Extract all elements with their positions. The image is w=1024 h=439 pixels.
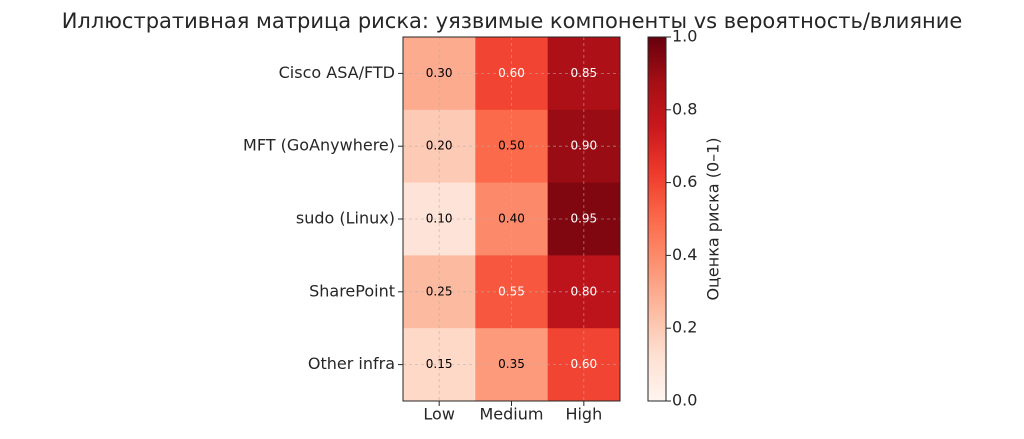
- cell-label: 0.15: [426, 357, 453, 371]
- cell-label: 0.35: [498, 357, 525, 371]
- cell-label: 0.50: [498, 139, 525, 153]
- x-tick-label: Medium: [480, 405, 544, 424]
- colorbar-tick-label: 0.2: [672, 318, 697, 337]
- cell-label: 0.60: [570, 357, 597, 371]
- cell-label: 0.25: [426, 284, 453, 298]
- colorbar-tick-label: 0.0: [672, 391, 697, 410]
- cell-label: 0.20: [426, 139, 453, 153]
- y-tick-label: Cisco ASA/FTD: [279, 63, 395, 82]
- y-tick-label: MFT (GoAnywhere): [243, 136, 395, 155]
- y-tick-label: sudo (Linux): [296, 209, 395, 228]
- colorbar: [647, 36, 667, 402]
- colorbar-tick-label: 0.8: [672, 99, 697, 118]
- cell-label: 0.10: [426, 212, 453, 226]
- cell-label: 0.90: [570, 139, 597, 153]
- x-tick-label: High: [565, 405, 602, 424]
- y-tick-label: Other infra: [308, 354, 395, 373]
- cell-label: 0.60: [498, 66, 525, 80]
- colorbar-tick-label: 0.4: [672, 245, 697, 264]
- chart-title: Иллюстративная матрица риска: уязвимые к…: [62, 9, 963, 33]
- cell-label: 0.80: [570, 284, 597, 298]
- y-tick-label: SharePoint: [309, 281, 395, 300]
- colorbar-tick-label: 1.0: [672, 27, 697, 46]
- colorbar-label: Оценка риска (0–1): [704, 137, 723, 300]
- cell-label: 0.30: [426, 66, 453, 80]
- x-tick-label: Low: [423, 405, 455, 424]
- cell-label: 0.40: [498, 212, 525, 226]
- cell-label: 0.95: [570, 212, 597, 226]
- cell-label: 0.55: [498, 284, 525, 298]
- cell-label: 0.85: [570, 66, 597, 80]
- colorbar-tick-label: 0.6: [672, 172, 697, 191]
